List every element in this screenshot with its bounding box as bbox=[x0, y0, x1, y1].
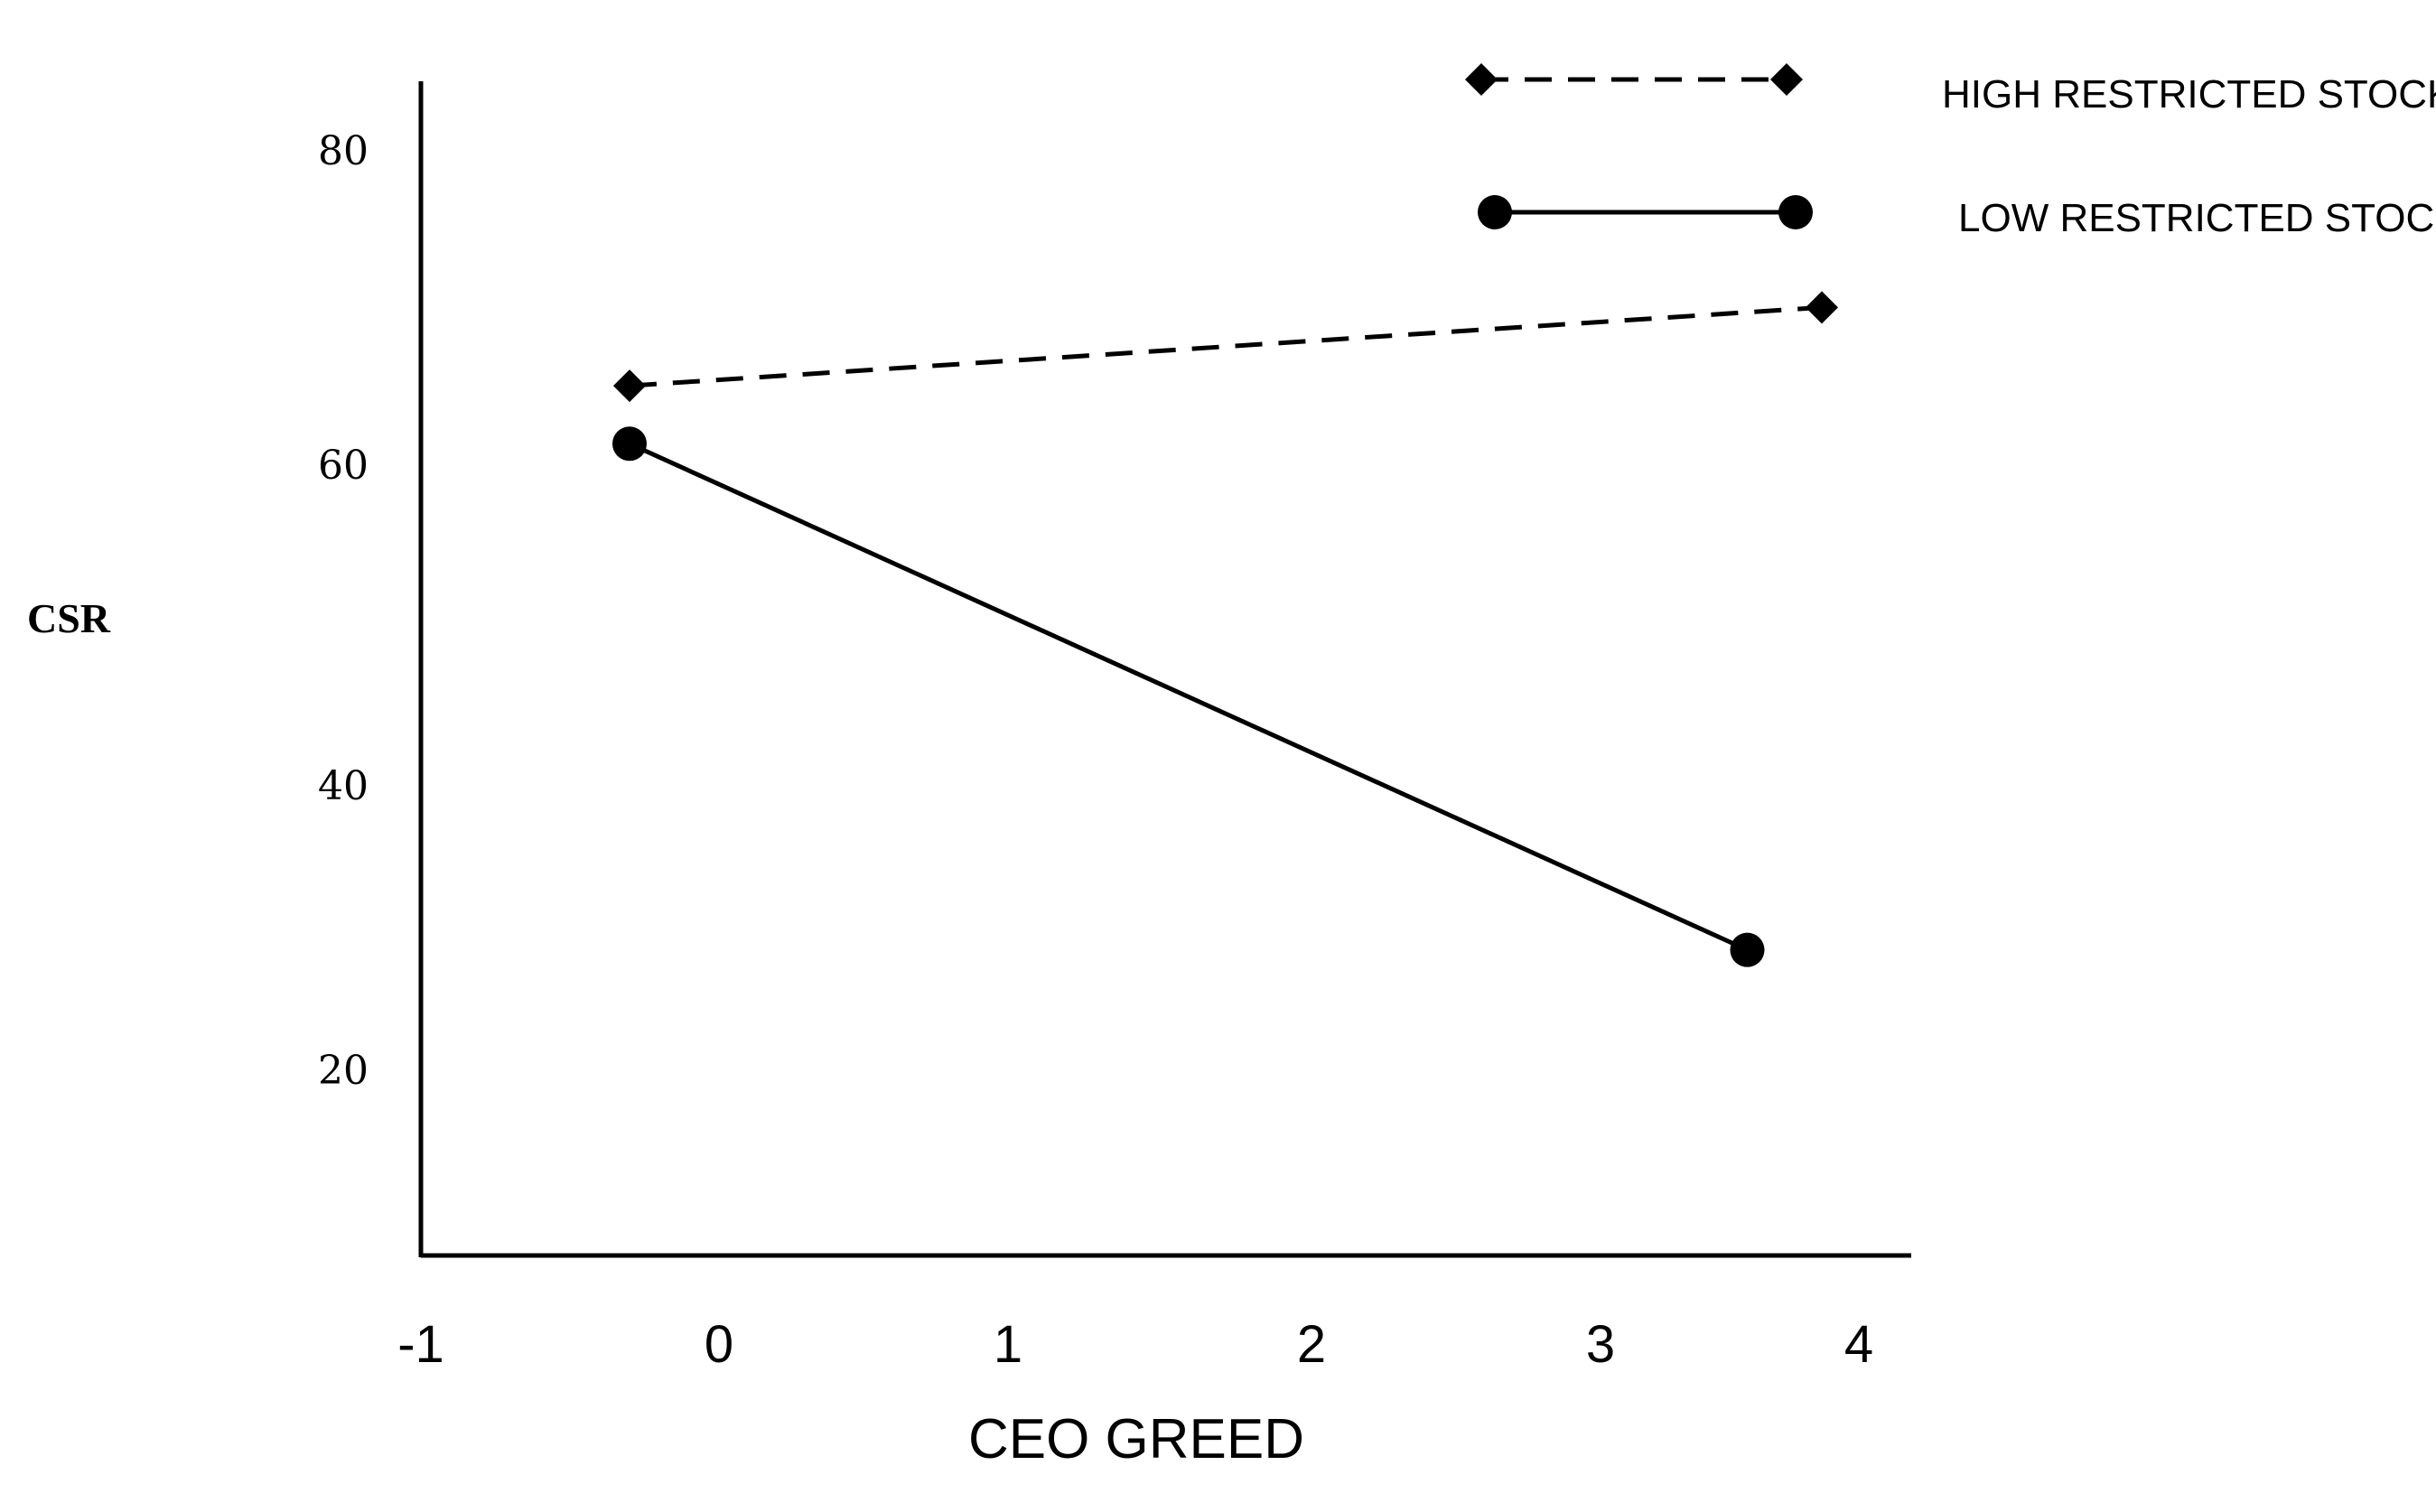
legend-item-high-restricted-stock: HIGH RESTRICTED STOCK bbox=[1465, 63, 2436, 117]
x-tick-label-0: 0 bbox=[705, 1315, 733, 1374]
legend-marker-high-restricted-stock-right bbox=[1770, 63, 1803, 96]
legend-label-high-restricted-stock: HIGH RESTRICTED STOCK bbox=[1942, 72, 2436, 117]
data-point-high-restricted-stock-1 bbox=[1806, 291, 1838, 324]
x-tick-label-4: 4 bbox=[1844, 1315, 1873, 1374]
legend-marker-high-restricted-stock-left bbox=[1465, 63, 1498, 96]
legend-item-low-restricted-stock: LOW RESTRICTED STOCK bbox=[1478, 195, 2436, 240]
legend: HIGH RESTRICTED STOCK LOW RESTRICTED STO… bbox=[1465, 63, 2436, 240]
series-line-high-restricted-stock bbox=[629, 304, 1823, 388]
data-point-low-restricted-stock-1 bbox=[1730, 932, 1765, 967]
series-line-low-restricted-stock bbox=[628, 441, 1749, 952]
x-tick-label-3: 3 bbox=[1586, 1315, 1615, 1374]
x-tick-label-1: 1 bbox=[994, 1315, 1022, 1374]
y-tick-label-60: 60 bbox=[318, 443, 369, 489]
y-tick-label-20: 20 bbox=[318, 1048, 369, 1094]
legend-label-low-restricted-stock: LOW RESTRICTED STOCK bbox=[1958, 196, 2436, 240]
x-tick-label-2: 2 bbox=[1297, 1315, 1326, 1374]
series-layer bbox=[612, 291, 1838, 967]
y-tick-label-40: 40 bbox=[318, 763, 369, 809]
legend-marker-low-restricted-stock-right bbox=[1778, 195, 1813, 229]
data-point-high-restricted-stock-0 bbox=[613, 369, 646, 403]
data-point-low-restricted-stock-0 bbox=[612, 426, 647, 462]
y-tick-label-80: 80 bbox=[318, 128, 369, 174]
x-tick-label-neg1: -1 bbox=[397, 1315, 444, 1374]
y-axis-label: CSR bbox=[27, 595, 111, 641]
legend-marker-low-restricted-stock-left bbox=[1478, 195, 1512, 229]
x-axis-label: CEO GREED bbox=[968, 1408, 1304, 1470]
